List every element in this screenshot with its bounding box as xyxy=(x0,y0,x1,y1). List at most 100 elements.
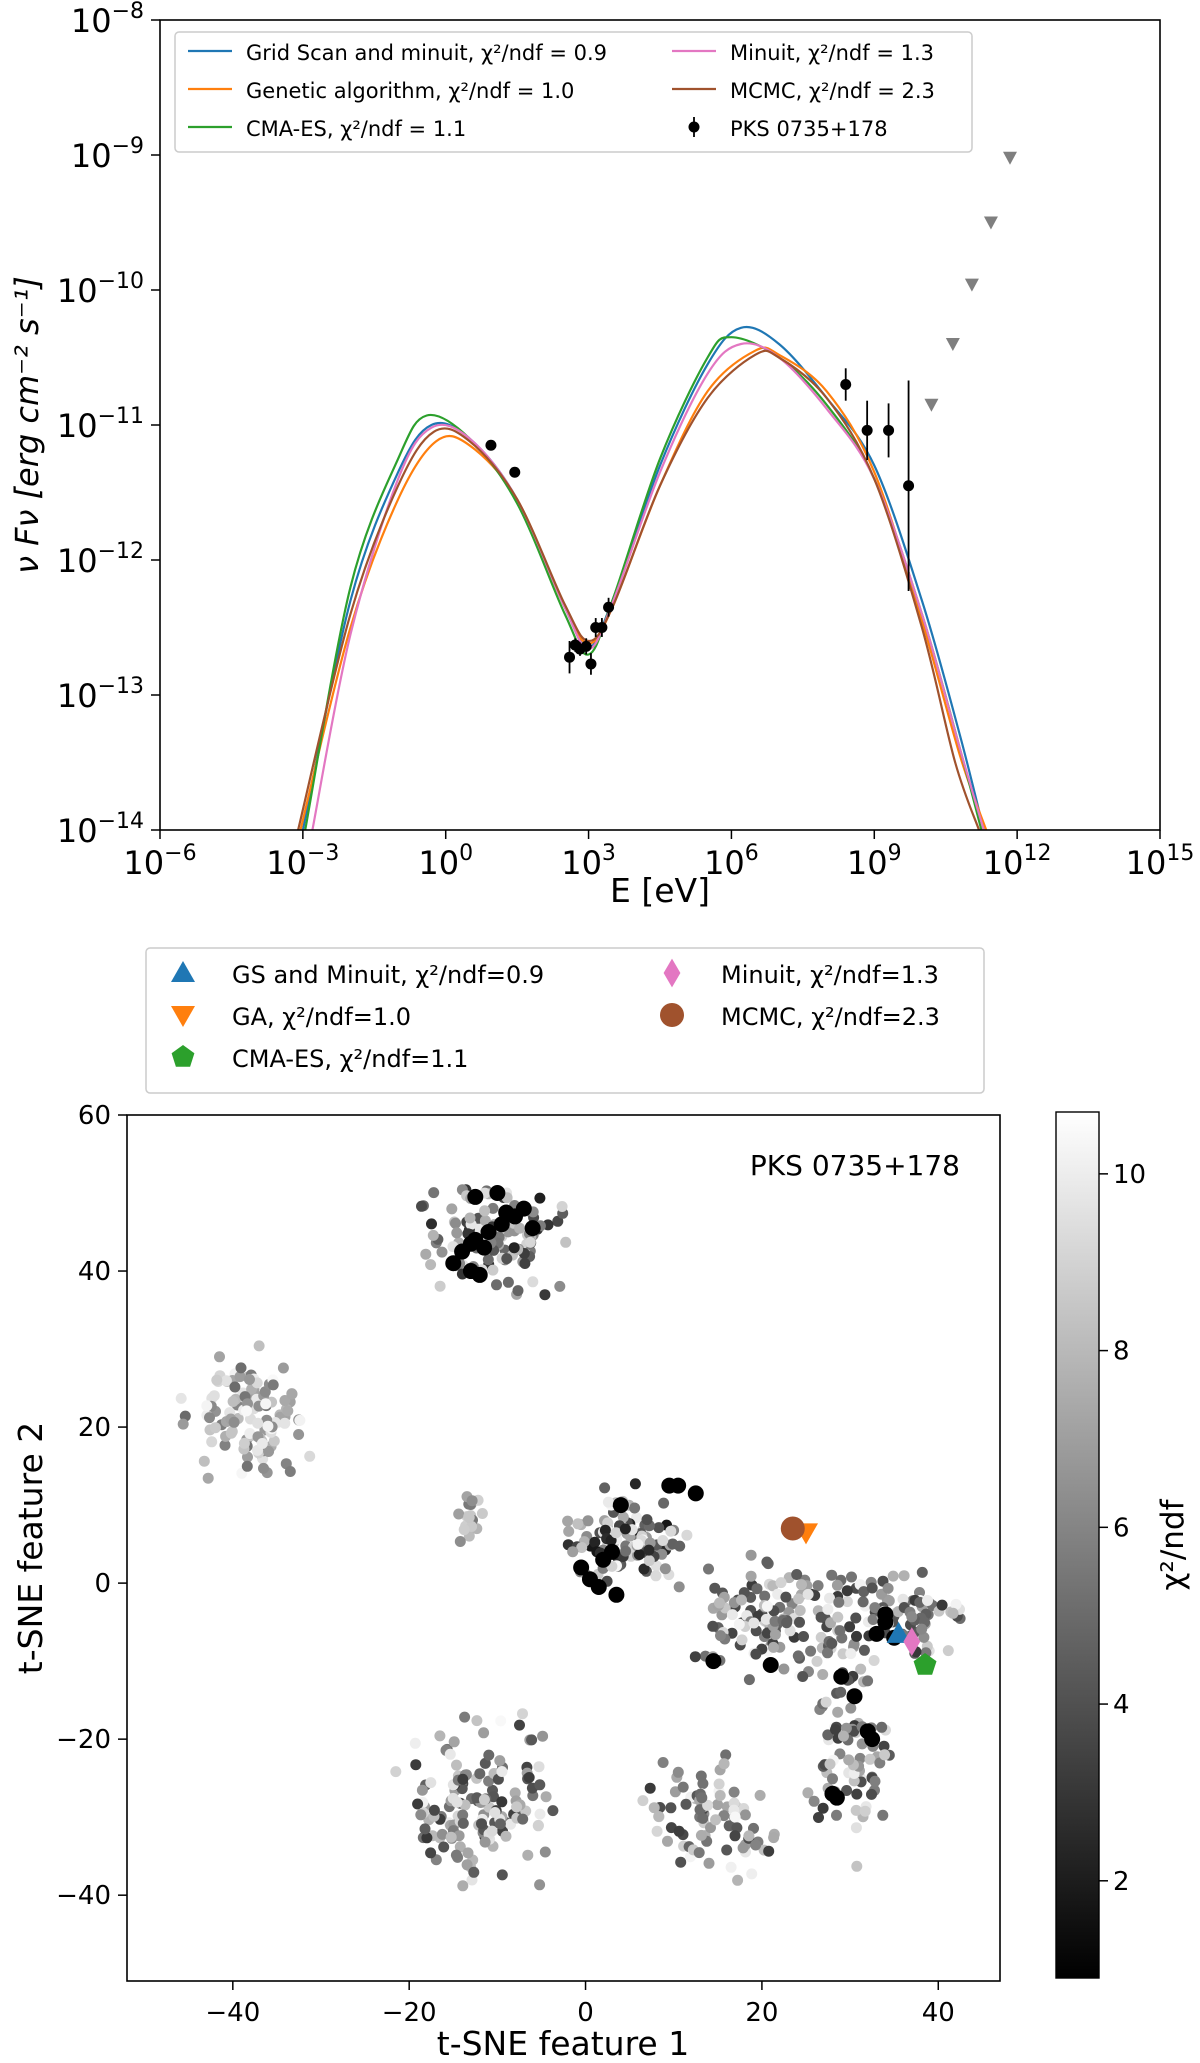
tsne-point xyxy=(511,1801,523,1813)
tsne-point xyxy=(522,1849,534,1861)
tsne-point xyxy=(479,1757,491,1769)
tsne-y-tick-label: 40 xyxy=(78,1257,111,1287)
tsne-low-chi2-point xyxy=(480,1224,497,1241)
tsne-point xyxy=(496,1796,508,1808)
tsne-low-chi2-point xyxy=(462,1263,479,1280)
tsne-low-chi2-point xyxy=(828,1789,845,1806)
tsne-point xyxy=(808,1795,820,1807)
tsne-point xyxy=(514,1719,525,1731)
tsne-point xyxy=(841,1785,853,1796)
tsne-point xyxy=(879,1749,891,1761)
tsne-point xyxy=(750,1839,762,1851)
tsne-point xyxy=(838,1730,849,1742)
tsne-point xyxy=(812,1580,824,1592)
tsne-point xyxy=(817,1802,829,1814)
tsne-low-chi2-points xyxy=(445,1185,903,1806)
tsne-legend-label: MCMC, χ²/ndf=2.3 xyxy=(721,1003,940,1031)
tsne-point xyxy=(877,1809,889,1821)
sed-y-tick-label-base: 10 xyxy=(57,812,98,850)
tsne-point xyxy=(862,1675,874,1687)
tsne-point xyxy=(471,1715,483,1727)
tsne-point xyxy=(286,1388,298,1400)
sed-upper-limit-marker xyxy=(1003,151,1017,165)
sed-y-tick-label: 10−12 xyxy=(57,539,144,580)
tsne-point xyxy=(830,1724,841,1736)
tsne-point xyxy=(811,1655,823,1667)
tsne-point xyxy=(487,1264,499,1276)
sed-y-tick-label: 10−8 xyxy=(71,0,144,40)
sed-y-tick-label-exponent: −11 xyxy=(98,404,144,429)
tsne-legend-label: GS and Minuit, χ²/ndf=0.9 xyxy=(232,961,544,989)
sed-legend-marker xyxy=(688,121,700,133)
tsne-point xyxy=(775,1577,787,1589)
tsne-point xyxy=(798,1631,809,1642)
tsne-point xyxy=(754,1789,766,1801)
tsne-point xyxy=(563,1525,575,1537)
tsne-point xyxy=(681,1529,693,1541)
sed-data-point xyxy=(861,424,873,436)
colorbar-label: χ²/ndf xyxy=(1155,1498,1191,1590)
tsne-point xyxy=(225,1427,237,1439)
tsne-point xyxy=(942,1645,954,1657)
tsne-legend-marker xyxy=(171,1045,195,1067)
tsne-low-chi2-point xyxy=(705,1653,722,1670)
tsne-marker-cma-es xyxy=(913,1653,937,1675)
tsne-point xyxy=(220,1375,232,1387)
sed-data-point xyxy=(883,424,895,436)
sed-upper-limit-marker xyxy=(983,216,998,230)
colorbar-ticks: 2 4 6 8 10 xyxy=(1099,1160,1146,1897)
tsne-points xyxy=(175,1184,966,1892)
tsne-point xyxy=(831,1579,843,1591)
tsne-point xyxy=(794,1616,805,1628)
tsne-point xyxy=(450,1849,462,1861)
tsne-point xyxy=(539,1289,551,1301)
tsne-point xyxy=(464,1212,476,1224)
sed-curve-mcmc xyxy=(297,349,981,830)
tsne-point xyxy=(466,1495,478,1507)
tsne-x-label: t-SNE feature 1 xyxy=(437,2024,689,2063)
tsne-point xyxy=(850,1804,862,1816)
tsne-point xyxy=(451,1227,463,1239)
tsne-point xyxy=(781,1617,793,1629)
tsne-point xyxy=(617,1511,629,1523)
tsne-low-chi2-point xyxy=(687,1485,704,1502)
tsne-point xyxy=(279,1417,291,1429)
tsne-point xyxy=(748,1617,760,1629)
tsne-point xyxy=(454,1841,466,1853)
tsne-point xyxy=(674,1540,686,1552)
tsne-point xyxy=(855,1663,867,1675)
tsne-point xyxy=(658,1497,670,1509)
sed-chart: 10−6 10−3 100 103 106 109 1012 1015 10−810−910−… xyxy=(8,0,1194,910)
tsne-point xyxy=(866,1788,877,1800)
tsne-point xyxy=(718,1758,730,1770)
tsne-point xyxy=(702,1799,714,1811)
tsne-point xyxy=(483,1749,495,1761)
tsne-low-chi2-point xyxy=(762,1657,779,1674)
sed-upper-limit-marker xyxy=(924,398,939,412)
tsne-point xyxy=(610,1527,622,1539)
tsne-marker-minuit xyxy=(903,1627,921,1657)
tsne-point xyxy=(833,1596,845,1608)
sed-y-tick-label-exponent: −8 xyxy=(112,0,144,24)
tsne-point xyxy=(851,1788,863,1800)
tsne-point xyxy=(238,1437,250,1449)
sed-y-tick-label-base: 10 xyxy=(57,272,98,310)
sed-x-tick-label: 1012 xyxy=(983,841,1052,882)
tsne-point xyxy=(496,1869,508,1881)
tsne-point xyxy=(733,1618,745,1630)
tsne-point xyxy=(294,1414,306,1426)
tsne-point xyxy=(476,1508,488,1519)
sed-curve-minuit xyxy=(311,342,985,830)
tsne-point xyxy=(478,1727,490,1739)
tsne-point xyxy=(696,1792,708,1804)
tsne-point xyxy=(936,1599,948,1611)
colorbar-tick-label: 6 xyxy=(1113,1513,1130,1543)
colorbar-tick-label: 4 xyxy=(1113,1690,1130,1720)
tsne-point xyxy=(412,1798,424,1810)
sed-x-tick-label-base: 10 xyxy=(266,844,307,882)
tsne-point xyxy=(454,1536,466,1547)
tsne-legend-label: Minuit, χ²/ndf=1.3 xyxy=(721,961,939,989)
sed-data-point xyxy=(903,480,915,492)
tsne-point xyxy=(619,1523,631,1535)
